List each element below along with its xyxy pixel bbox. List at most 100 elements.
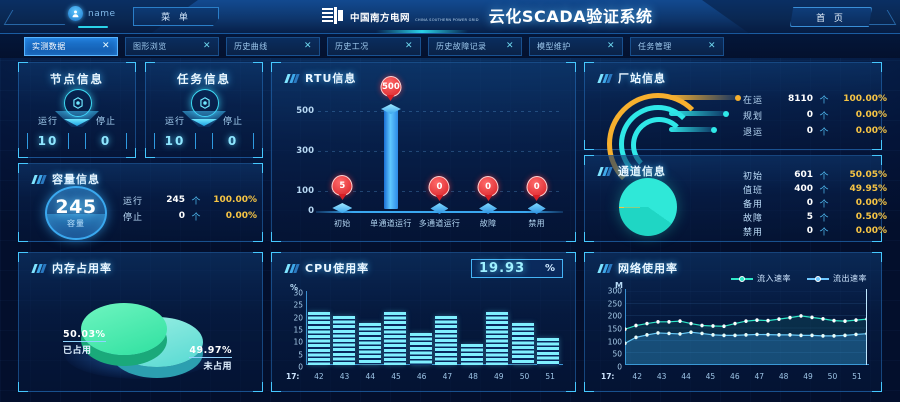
network-data-point — [689, 330, 693, 335]
node-running-stat: 运行 10 — [19, 114, 77, 149]
network-data-point — [777, 333, 781, 337]
network-x-tick: 47 — [754, 372, 764, 381]
menu-button[interactable]: 菜 单 — [133, 7, 219, 26]
cpu-column — [383, 311, 409, 365]
cpu-y-tick: 25 — [293, 300, 303, 310]
tab-close-icon[interactable]: ✕ — [102, 41, 110, 51]
tab-close-icon[interactable]: ✕ — [607, 41, 615, 51]
station-bar-dot — [723, 110, 729, 117]
user-area[interactable]: name — [68, 6, 116, 21]
network-data-point — [625, 341, 627, 346]
tab-3[interactable]: 历史曲线 ✕ — [226, 37, 320, 56]
network-data-point — [755, 332, 759, 337]
station-percent: 100.00% — [843, 94, 887, 104]
tab-2[interactable]: 图形浏览 ✕ — [125, 37, 219, 56]
cpu-column — [459, 344, 485, 365]
network-x-tick: 51 — [852, 372, 862, 381]
node-running-value: 10 — [27, 133, 69, 149]
channel-rows: 初始 601 个 50.05% 值班 400 个 49.95% 备用 0 个 0.00% 故障 5 个 0.5… — [743, 168, 887, 238]
slash-decoration-icon — [31, 263, 47, 273]
rtu-y-tick: 100 — [296, 186, 314, 196]
cpu-column — [485, 311, 511, 365]
tab-5[interactable]: 历史故障记录 ✕ — [428, 37, 522, 56]
capacity-rows: 运行 245 个 100.00% 停止 0 个 0.00% — [123, 192, 257, 224]
tab-label: 模型维护 — [537, 42, 571, 51]
rtu-value-pin: 500 — [380, 76, 402, 97]
station-label: 在运 — [743, 95, 764, 106]
station-percent: 0.00% — [855, 126, 887, 136]
network-data-point — [689, 321, 693, 326]
task-running-label: 运行 — [164, 117, 185, 127]
network-x-tick: 44 — [681, 372, 691, 381]
station-unit: 个 — [819, 127, 829, 138]
capacity-percent: 100.00% — [213, 195, 257, 205]
rtu-y-axis: 0 100 300 500 — [288, 99, 318, 216]
tab-close-icon[interactable]: ✕ — [506, 41, 514, 51]
network-data-point — [678, 332, 682, 336]
rtu-x-tick: 故障 — [479, 219, 497, 228]
panel-header-station: 厂站信息 — [597, 70, 666, 86]
network-data-point — [678, 319, 682, 323]
task-stopped-value: 0 — [212, 133, 254, 149]
station-label: 退运 — [743, 127, 764, 138]
network-x-tick: 50 — [827, 372, 838, 381]
tab-label: 实测数据 — [32, 42, 66, 51]
network-data-point — [766, 332, 770, 337]
capacity-total-label: 容量 — [67, 218, 85, 228]
station-unit: 个 — [819, 95, 829, 106]
network-data-point — [634, 323, 638, 328]
network-data-point — [656, 331, 660, 335]
panel-title-rtu: RTU信息 — [305, 72, 357, 85]
station-arc-segment — [619, 105, 697, 183]
network-data-point — [733, 321, 737, 326]
network-data-point — [766, 318, 770, 323]
memory-pie-stage — [19, 295, 262, 385]
network-data-point — [821, 317, 825, 321]
brand-name-en: CHINA SOUTHERN POWER GRID — [415, 17, 479, 22]
station-arc-segment — [631, 117, 687, 173]
legend-item-inflow[interactable]: 流入速率 — [731, 273, 791, 284]
tab-label: 图形浏览 — [133, 42, 167, 51]
tab-1[interactable]: 实测数据 ✕ — [24, 37, 118, 56]
tab-7[interactable]: 任务管理 ✕ — [630, 37, 724, 56]
tab-close-icon[interactable]: ✕ — [304, 41, 312, 51]
panel-title-capacity: 容量信息 — [52, 173, 100, 186]
title-underline-decoration — [376, 30, 468, 33]
channel-percent: 0.00% — [855, 226, 887, 236]
node-stopped-label: 停止 — [95, 117, 116, 127]
legend-item-outflow[interactable]: 流出速率 — [807, 273, 867, 284]
tab-close-icon[interactable]: ✕ — [203, 41, 211, 51]
brand-name-cn: 中国南方电网 — [350, 12, 411, 24]
panel-cpu-usage: CPU使用率 19.93 % % 0 5 10 15 20 25 30 17: 42 43 44… — [271, 252, 576, 392]
rtu-value-pin: 0 — [526, 176, 548, 197]
tab-4[interactable]: 历史工况 ✕ — [327, 37, 421, 56]
app-header: name 菜 单 中国南方电网 CHINA SOUTHERN POWER GRI… — [0, 0, 900, 34]
network-x-tick: 42 — [632, 372, 642, 381]
network-y-tick: 250 — [607, 299, 622, 309]
rtu-value-pin: 0 — [428, 176, 450, 197]
cpu-bar — [435, 315, 458, 365]
network-data-point — [832, 334, 836, 338]
rtu-value-pin: 0 — [477, 176, 499, 197]
cpu-y-tick: 30 — [293, 288, 303, 298]
cpu-bar — [384, 311, 407, 365]
panel-rtu-info: RTU信息 0 100 300 500 5 500 0 0 0 初始 单通道运行 多通道运行 故障 禁… — [271, 62, 576, 242]
cpu-x-tick: 51 — [545, 372, 555, 381]
capacity-label: 停止 — [123, 212, 144, 223]
panel-task-info: 任务信息 运行 10 停止 0 — [145, 62, 263, 158]
rtu-column: 500 — [367, 76, 416, 209]
panel-title-node-info: 节点信息 — [50, 72, 104, 86]
header-swoosh-decoration — [150, 0, 750, 34]
cpu-column — [408, 332, 434, 365]
cpu-bar — [460, 344, 483, 365]
tab-6[interactable]: 模型维护 ✕ — [529, 37, 623, 56]
station-row: 规划 0 个 0.00% — [743, 107, 887, 123]
tab-close-icon[interactable]: ✕ — [708, 41, 716, 51]
station-unit: 个 — [819, 111, 829, 122]
tab-close-icon[interactable]: ✕ — [405, 41, 413, 51]
network-data-point — [843, 319, 847, 323]
network-data-point — [645, 321, 649, 326]
cpu-bar — [409, 332, 432, 365]
home-button[interactable]: 首 页 — [790, 7, 872, 27]
cpu-column — [332, 315, 358, 365]
